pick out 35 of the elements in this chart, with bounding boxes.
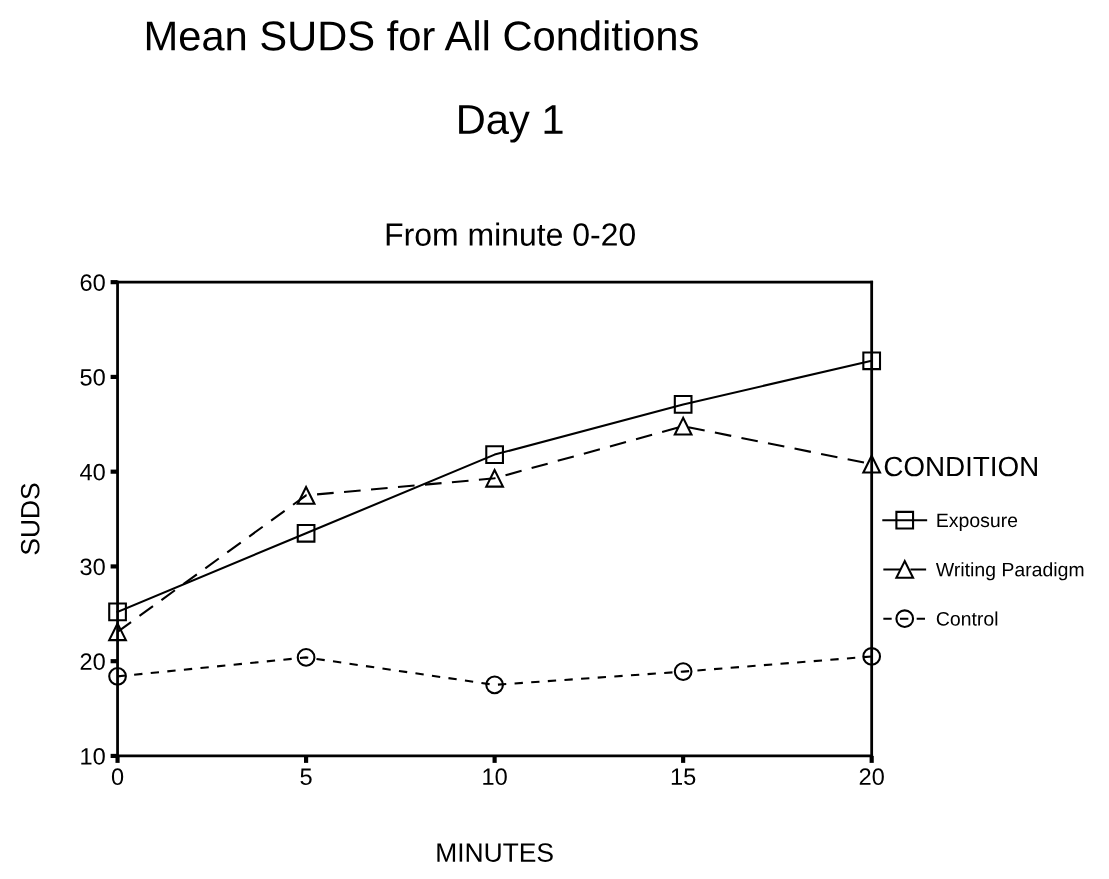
point [296,523,316,543]
point [485,675,504,695]
point [673,416,693,436]
text: From minute 0-20 [386,222,635,246]
point [296,485,316,505]
y-tick-label: 20 [80,653,105,670]
legend-title: CONDITION [884,456,1037,477]
point [862,351,882,371]
point [108,622,127,642]
legend-label: Exposure [937,513,1018,532]
point [862,647,882,666]
x-tick-label: 5 [300,768,312,786]
point [673,395,693,414]
point [673,662,693,681]
point [862,454,882,474]
x-tick-label: 0 [111,768,124,786]
x-tick-label: 10 [483,768,507,786]
y-tick-label: 40 [80,463,105,481]
y-tick-label: 60 [80,274,105,291]
y-tick-label: 30 [80,558,105,576]
point [485,468,504,488]
point [108,602,127,622]
y-axis-title: SUDS [20,483,40,555]
x-tick-label: 15 [671,768,696,786]
chart-title: Mean SUDS for All Conditions [146,20,698,51]
point [108,666,127,686]
legend-label: Writing Paradigm [935,562,1084,581]
chart-subtitle: Day 1 [459,105,563,143]
legend-label: Control [936,611,998,626]
point [485,445,504,464]
x-axis-title: MINUTES [437,843,553,862]
y-tick-label: 50 [80,368,105,386]
point [296,648,316,667]
x-tick-label: 20 [859,768,884,786]
y-tick-label: 10 [81,748,105,765]
